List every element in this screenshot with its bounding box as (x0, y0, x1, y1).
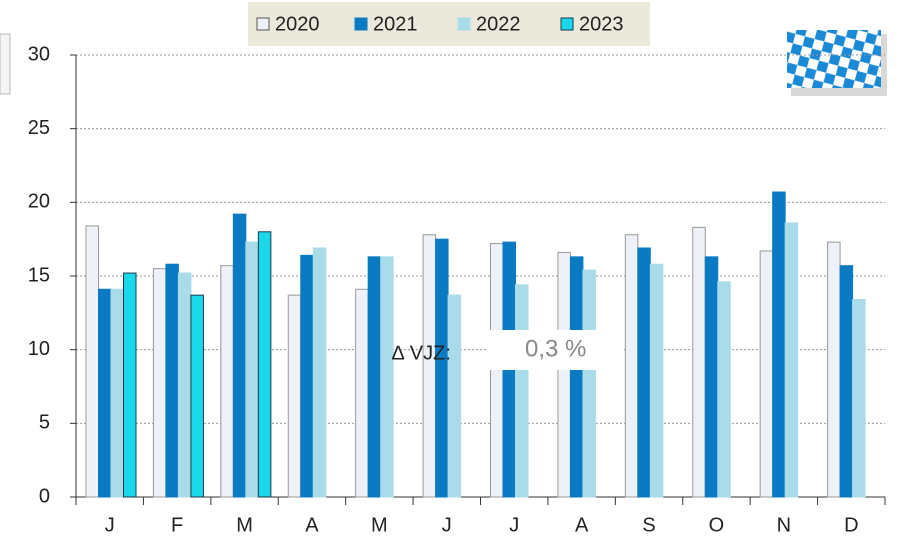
bar (123, 272, 137, 498)
annotation-value: 0,3 % (525, 335, 586, 362)
bar (85, 225, 99, 498)
bar (245, 241, 259, 498)
legend-swatch (354, 17, 368, 31)
legend-swatch (457, 17, 471, 31)
flag (787, 30, 881, 88)
bar (98, 288, 112, 498)
bar (367, 256, 382, 498)
bar (300, 254, 314, 498)
x-tick-label: A (575, 514, 589, 536)
bar (490, 243, 504, 498)
y-tick-label: 25 (28, 117, 50, 139)
legend-label: 2022 (476, 13, 521, 35)
bar (784, 222, 799, 498)
x-tick-label: F (171, 514, 183, 536)
bar (287, 294, 302, 498)
bar (515, 284, 529, 498)
legend-background (248, 2, 650, 46)
y-tick-label: 0 (39, 485, 50, 507)
bar (380, 256, 394, 498)
bar (220, 265, 234, 498)
x-tick-label: O (709, 514, 725, 536)
bar (232, 213, 247, 498)
bar (852, 299, 866, 498)
bar (152, 268, 167, 498)
annotation-label: ∆ VJZ: (392, 342, 451, 364)
bar (624, 234, 639, 498)
x-tick-label: M (236, 514, 253, 536)
x-tick-label: J (509, 514, 519, 536)
bar (704, 256, 719, 498)
y-tick-label: 20 (28, 191, 50, 213)
bar (557, 251, 571, 498)
y-tick-label: 10 (28, 338, 50, 360)
side-box (0, 33, 11, 95)
bar (165, 263, 179, 498)
annotation-box (488, 330, 622, 370)
bar (569, 256, 584, 498)
bar (759, 250, 774, 498)
legend-label: 2020 (275, 13, 320, 35)
legend-label: 2021 (373, 13, 418, 35)
bar (447, 294, 462, 498)
bar (110, 288, 124, 498)
bar (422, 234, 437, 498)
x-tick-label: S (642, 514, 655, 536)
x-tick-label: A (305, 514, 319, 536)
bar (435, 238, 449, 498)
x-tick-label: D (844, 514, 858, 536)
bar (177, 272, 192, 498)
bar (717, 281, 731, 498)
bar (839, 265, 854, 498)
y-tick-label: 30 (28, 43, 50, 65)
bar (649, 263, 664, 498)
bar (772, 191, 786, 498)
bar (692, 226, 706, 498)
bar (637, 247, 651, 498)
legend-label: 2023 (579, 13, 624, 35)
x-tick-label: M (371, 514, 388, 536)
legend-swatch (256, 17, 270, 31)
y-tick-label: 15 (28, 264, 50, 286)
bar (312, 247, 327, 498)
y-tick-label: 5 (39, 412, 50, 434)
flag-icon (787, 30, 887, 96)
bar (827, 241, 841, 498)
x-tick-label: J (105, 514, 115, 536)
x-tick-label: N (777, 514, 791, 536)
bar (582, 269, 596, 498)
bar (355, 288, 369, 498)
legend-swatch (560, 17, 574, 31)
bar (257, 231, 272, 498)
x-tick-label: J (442, 514, 452, 536)
bar (190, 294, 204, 498)
